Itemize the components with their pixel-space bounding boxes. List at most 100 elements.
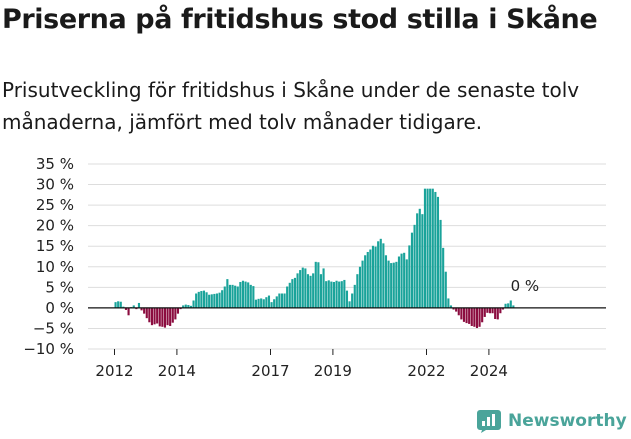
bar [504, 303, 507, 308]
bar [431, 188, 434, 308]
y-tick-label: 10 % [36, 258, 74, 276]
bar [176, 307, 180, 314]
bar [291, 279, 294, 308]
y-tick-label: 25 % [36, 196, 74, 214]
bar [119, 301, 122, 308]
y-tick-label: 15 % [36, 237, 74, 255]
newsworthy-logo-icon [477, 410, 501, 433]
bar [265, 297, 268, 308]
x-tick-label: 2019 [314, 362, 352, 380]
bar [408, 245, 411, 308]
bar [270, 302, 273, 308]
bar [343, 279, 346, 308]
chart-subtitle: Prisutveckling för fritidshus i Skåne un… [2, 78, 580, 134]
y-axis-tick-labels: −10 % −5 % 0 % 5 % 10 % 15 % 20 % 25 % 30 % 35 % [23, 155, 74, 358]
bar [325, 281, 328, 308]
bar [423, 188, 427, 308]
bar [340, 281, 343, 308]
bar [460, 307, 463, 320]
bar [317, 262, 320, 308]
bar [426, 188, 429, 308]
bar [369, 249, 372, 308]
bar [442, 247, 445, 308]
bar [179, 307, 182, 310]
bar [314, 261, 317, 308]
bar [202, 290, 206, 308]
bar [156, 307, 159, 324]
gridlines [88, 163, 606, 350]
bar [462, 307, 466, 322]
bar [239, 281, 242, 308]
bar [330, 281, 333, 308]
bar [512, 305, 515, 308]
bar [226, 279, 229, 308]
bar [283, 293, 286, 308]
bar [195, 293, 198, 308]
bar [228, 284, 232, 308]
bar [327, 280, 330, 308]
y-tick-label: 20 % [36, 217, 74, 235]
bar [171, 307, 174, 323]
bar [345, 290, 349, 308]
bar [481, 307, 484, 323]
bar [390, 263, 393, 308]
bar [182, 305, 185, 308]
bar [299, 270, 302, 308]
x-axis-tick-labels: 2012 2014 2017 2019 2022 2024 [95, 349, 508, 380]
bar [158, 307, 161, 327]
bar [366, 251, 369, 308]
bar [163, 307, 167, 328]
bar [332, 281, 336, 308]
bar [413, 224, 416, 308]
bar [387, 260, 390, 308]
bar [397, 256, 401, 308]
x-tick-label: 2017 [251, 362, 289, 380]
bar [455, 307, 458, 312]
bar [403, 252, 406, 308]
bar [145, 307, 148, 319]
bar [252, 286, 255, 308]
bar [338, 281, 341, 308]
bar [267, 295, 271, 308]
bar [429, 188, 432, 308]
bar [371, 245, 375, 308]
brand-logo: Newsworthy [476, 408, 627, 434]
bar [192, 300, 195, 308]
bar [197, 291, 200, 308]
bar [247, 282, 250, 308]
bar [161, 307, 164, 327]
bar [169, 307, 172, 326]
bar [150, 307, 154, 326]
bar [293, 277, 297, 308]
bar [499, 307, 502, 314]
bar [395, 261, 398, 308]
latest-value-label: 0 % [511, 277, 540, 295]
bar [421, 214, 424, 308]
bar [140, 307, 143, 311]
bar [260, 298, 263, 308]
bar [249, 284, 252, 308]
bar [452, 307, 455, 310]
bar [257, 298, 260, 308]
bar [221, 290, 224, 308]
bar [132, 305, 135, 308]
bar [127, 307, 130, 316]
bar [377, 241, 380, 308]
bar [447, 298, 450, 308]
bar [215, 293, 219, 308]
bar [405, 259, 408, 308]
y-tick-label: 35 % [36, 155, 74, 173]
y-tick-label: −10 % [23, 340, 74, 358]
bar [478, 307, 481, 327]
bars [114, 188, 515, 329]
bar [218, 292, 221, 308]
bar [137, 302, 141, 308]
bar [231, 284, 234, 308]
bar [449, 305, 453, 308]
bar [410, 232, 414, 308]
bar [275, 296, 278, 308]
bar [286, 286, 289, 308]
bar [223, 286, 226, 308]
bar [494, 307, 497, 319]
bar [379, 238, 382, 308]
